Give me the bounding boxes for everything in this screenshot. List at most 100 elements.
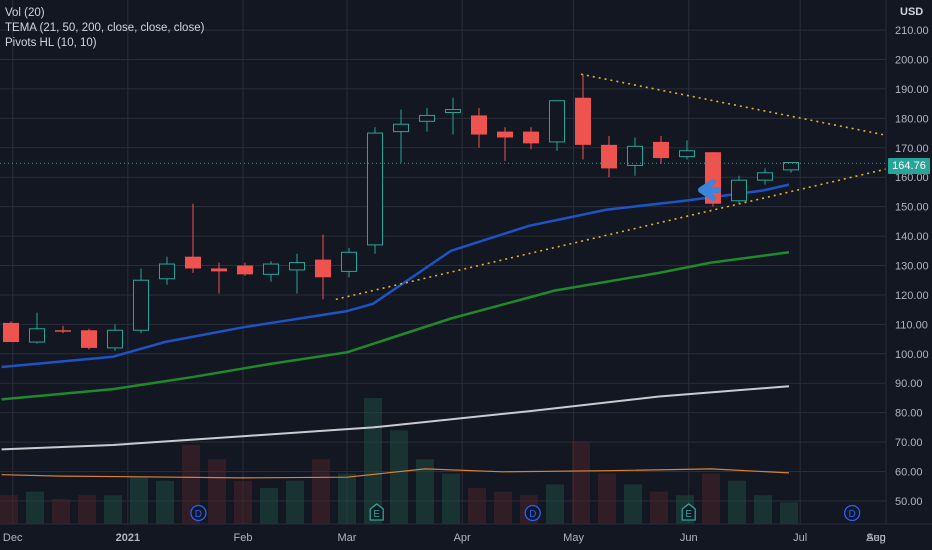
candle-body-down [523,131,539,144]
candle [315,234,331,300]
candle [367,127,383,254]
event-marker-d: D [524,504,541,522]
volume-bar [494,491,512,524]
candle-body-up [627,145,643,166]
candle-body-down [81,330,97,348]
currency-label[interactable]: USD [900,6,924,18]
candle-body-up [679,150,695,158]
volume-bar [780,502,798,524]
candle-body-up [341,251,357,272]
event-marker-label: D [529,509,536,520]
dividend-marker-circle [843,504,861,522]
candle-body-up [445,109,461,113]
candle [133,268,149,334]
dividend-marker-circle [190,504,207,522]
candle [523,127,539,150]
legend-pivots[interactable]: Pivots HL (10, 10) [5,37,97,49]
candle [445,97,461,135]
candle [731,175,747,204]
price-tick-label: 120.00 [895,290,929,302]
candle-body-up [159,263,175,280]
volume-bar [650,491,668,524]
candle [185,203,201,273]
dividend-marker-circle [524,504,541,522]
volume-bar [624,484,642,524]
volume-bar [26,491,44,524]
time-tick-label: Feb [234,532,253,544]
price-tick-label: 60.00 [895,467,923,479]
volume-bar [286,480,304,524]
candlesticks [3,74,799,351]
price-tick-label: 160.00 [895,172,929,184]
volume-bar [52,498,70,524]
series-line-tema-200 [1,385,790,451]
volume-bar [130,477,148,524]
candle [653,136,669,164]
event-marker-label: D [195,509,202,520]
event-marker-e: E [369,503,384,521]
event-marker-d: D [843,504,861,522]
indicator-legend: Vol (20) TEMA (21, 50, 200, close, close… [5,6,204,51]
candle [783,162,799,173]
volume-bar [416,459,434,524]
time-tick-label: Aug [866,532,886,544]
earnings-marker-shape [369,503,384,521]
candle [159,256,175,285]
candle [211,262,227,294]
candle-body-down [237,265,253,275]
candle-body-down [471,115,487,135]
candle [3,321,19,343]
price-tick-label: 150.00 [895,202,929,214]
volume-bar [260,488,278,524]
candle-body-down [185,256,201,269]
candle-body-up [263,263,279,275]
price-tick-label: 200.00 [895,55,929,67]
candle-body-down [55,330,71,332]
price-tick-label: 50.00 [895,496,923,508]
event-markers[interactable]: DEDEDE [190,503,932,522]
time-tick-label: Mar [338,532,357,544]
volume-bar [728,480,746,524]
candle-body-down [211,268,227,272]
volume-bar [598,473,616,524]
volume-bar [234,480,252,524]
candle-body-down [575,97,591,145]
price-tick-label: 210.00 [895,25,929,37]
event-marker-d: D [190,504,207,522]
event-marker-label: E [373,509,380,520]
volume-bar [182,444,200,524]
volume-bar [364,398,382,524]
time-tick-label: Apr [454,532,471,544]
volume-bar [442,473,460,524]
event-marker-e: E [681,503,696,521]
series-line-tema-50 [1,251,790,401]
candle-body-up [29,328,45,343]
candle [757,168,773,185]
candle-body-up [133,279,149,331]
candle [627,137,643,176]
candle-body-up [731,179,747,202]
volume-bar [468,488,486,524]
earnings-marker-shape [681,503,696,521]
candle [107,324,123,351]
legend-vol[interactable]: Vol (20) [5,7,45,19]
legend-tema[interactable]: TEMA (21, 50, 200, close, close, close) [5,22,205,34]
price-tick-label: 190.00 [895,84,929,96]
volume-bar [156,480,174,524]
candle [263,261,279,282]
candle [471,108,487,148]
candle [237,262,253,276]
candle [289,253,305,294]
price-tick-label: 110.00 [895,319,928,331]
candle-body-up [393,123,409,133]
volume-bar [78,495,96,524]
candle-body-up [367,132,383,246]
volume-bar [702,473,720,524]
candle-body-down [315,259,331,278]
price-axis[interactable]: 210.00 200.00 190.00 180.00 170.00 160.00 150.… [885,0,932,550]
candle-body-down [653,141,669,159]
event-marker-label: D [849,509,856,520]
tema-lines [1,183,790,479]
